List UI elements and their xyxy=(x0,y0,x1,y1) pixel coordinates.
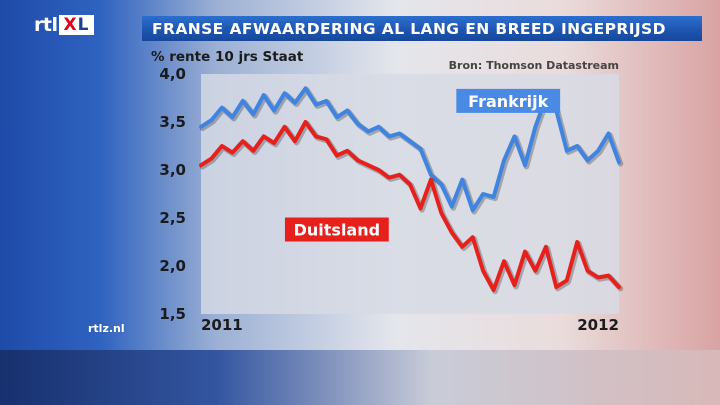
series-line-duitsland xyxy=(199,120,621,292)
y-axis-label: % rente 10 jrs Staat xyxy=(151,49,304,65)
logo-xl-badge: X L xyxy=(59,15,95,35)
y-tick-label: 4,0 xyxy=(159,65,186,83)
logo-rtl-text: rtl xyxy=(34,14,58,36)
y-tick-label: 3,0 xyxy=(159,161,186,179)
series-label-duitsland: Duitsland xyxy=(294,221,380,240)
series-label-frankrijk: Frankrijk xyxy=(468,92,548,111)
series-labels: Frankrijk Duitsland xyxy=(284,88,561,242)
x-tick-label: 2011 xyxy=(201,316,243,334)
y-tick-label: 1,5 xyxy=(159,305,186,323)
y-tick-label: 2,0 xyxy=(159,257,186,275)
logo-x-letter: X xyxy=(63,15,77,35)
y-tick-label: 2,5 xyxy=(159,209,186,227)
site-url: rtlz.nl xyxy=(88,322,125,335)
y-tick-labels: 1,5 2,0 2,5 3,0 3,5 4,0 xyxy=(159,65,186,323)
series-label-box-frankrijk xyxy=(456,88,561,113)
plot-area xyxy=(201,74,619,314)
background-flag-strip xyxy=(0,350,720,405)
page-title: FRANSE AFWAARDERING AL LANG EN BREED ING… xyxy=(142,16,702,41)
x-tick-label: 2012 xyxy=(577,316,619,334)
logo-l-letter: L xyxy=(77,15,89,35)
series-label-box-duitsland xyxy=(284,217,389,242)
y-tick-label: 3,5 xyxy=(159,113,186,131)
page-title-text: FRANSE AFWAARDERING AL LANG EN BREED ING… xyxy=(152,19,666,38)
source-label: Bron: Thomson Datastream xyxy=(449,59,619,72)
rtlz-logo: rtl X L xyxy=(34,14,95,36)
x-tick-labels: 2011 2012 xyxy=(201,316,619,334)
